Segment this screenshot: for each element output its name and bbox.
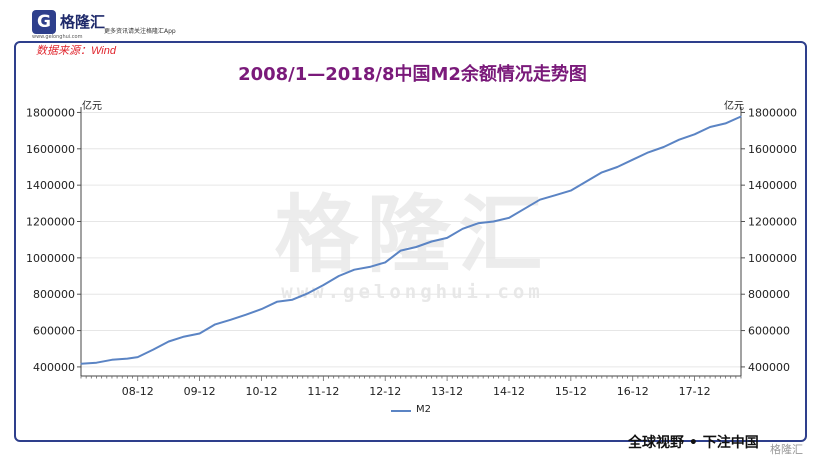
- data-point-m2: [724, 122, 727, 124]
- y-tick-label-left: 1400000: [26, 179, 75, 192]
- y-tick-label-right: 1000000: [748, 252, 797, 265]
- data-point-m2: [291, 299, 294, 301]
- x-tick-label: 13-12: [431, 385, 463, 398]
- y-tick-label-left: 400000: [33, 361, 75, 374]
- data-point-m2: [245, 314, 247, 316]
- data-point-m2: [709, 126, 711, 128]
- data-point-m2: [554, 194, 556, 196]
- y-tick-label-left: 600000: [33, 325, 75, 338]
- data-point-m2: [260, 308, 263, 310]
- data-point-m2: [168, 340, 170, 343]
- series-line-m2: [80, 115, 742, 365]
- y-tick-label-left: 1000000: [26, 252, 75, 265]
- data-point-m2: [663, 146, 665, 148]
- data-point-m2: [214, 323, 216, 325]
- chart-frame: [14, 41, 807, 442]
- data-point-m2: [601, 171, 603, 174]
- logo-name: 格隆汇: [60, 12, 106, 31]
- y-tick-label-right: 600000: [748, 325, 790, 338]
- data-point-m2: [369, 266, 371, 268]
- legend-label-m2: M2: [416, 404, 431, 415]
- data-point-m2: [353, 269, 355, 271]
- data-point-m2: [431, 240, 433, 243]
- watermark-url: www.gelonghui.com: [281, 281, 544, 303]
- data-point-m2: [307, 292, 309, 294]
- corner-watermark: 格隆汇: [770, 443, 803, 456]
- brand-logo: G 格隆汇: [32, 10, 105, 34]
- data-point-m2: [111, 359, 113, 361]
- data-point-m2: [461, 228, 464, 230]
- data-point-m2: [229, 319, 232, 321]
- y-tick-label-right: 1200000: [748, 216, 797, 229]
- y-tick-label-right: 1600000: [748, 143, 797, 156]
- data-point-m2: [126, 357, 129, 360]
- x-tick-label: 10-12: [245, 385, 277, 398]
- footer-slogan: 全球视野 • 下注中国: [628, 435, 759, 451]
- chart-axes: [77, 107, 745, 381]
- x-tick-label: 08-12: [122, 385, 154, 398]
- data-point-m2: [183, 335, 185, 338]
- y-axis-unit-left: 亿元: [82, 101, 102, 112]
- data-point-m2: [585, 180, 587, 183]
- logo-icon: G: [32, 10, 56, 34]
- data-point-m2: [539, 199, 541, 201]
- y-tick-label-left: 1200000: [26, 216, 75, 229]
- data-point-m2: [338, 275, 340, 277]
- logo-url: www.gelonghui.com: [32, 34, 83, 40]
- tick-labels: 400000 400000 600000 600000 800000 800000 1000…: [26, 106, 797, 398]
- y-tick-label-left: 1800000: [26, 106, 75, 119]
- chart-title: 2008/1—2018/8中国M2余额情况走势图: [238, 64, 587, 85]
- data-point-m2: [276, 301, 278, 303]
- data-point-m2: [570, 190, 572, 192]
- logo-tagline: 更多资讯请关注格隆汇App: [104, 28, 176, 35]
- data-point-m2: [477, 222, 479, 224]
- x-tick-label: 15-12: [555, 385, 587, 398]
- y-tick-label-left: 1600000: [26, 143, 75, 156]
- data-point-m2: [446, 237, 448, 239]
- data-point-m2: [492, 220, 495, 223]
- data-point-m2: [384, 261, 386, 264]
- watermark-text: 格隆汇: [274, 186, 551, 284]
- data-point-m2: [95, 362, 98, 364]
- x-tick-label: 09-12: [184, 385, 216, 398]
- y-tick-label-right: 1800000: [748, 106, 797, 119]
- data-point-m2: [508, 217, 510, 219]
- x-tick-label: 12-12: [369, 385, 401, 398]
- data-point-m2: [616, 166, 618, 168]
- y-tick-label-left: 800000: [33, 288, 75, 301]
- data-point-m2: [322, 284, 324, 286]
- data-point-m2: [400, 249, 402, 252]
- data-point-m2: [137, 356, 139, 358]
- x-tick-label: 17-12: [679, 385, 711, 398]
- data-point-m2: [632, 159, 634, 161]
- x-tick-label: 11-12: [307, 385, 339, 398]
- x-tick-label: 14-12: [493, 385, 525, 398]
- x-tick-label: 16-12: [617, 385, 649, 398]
- data-point-m2: [693, 133, 696, 135]
- data-point-m2: [740, 115, 742, 118]
- grid-lines: [81, 111, 741, 368]
- data-point-m2: [678, 139, 680, 141]
- data-point-m2: [647, 151, 649, 154]
- data-point-m2: [198, 332, 201, 335]
- data-point-m2: [523, 208, 526, 210]
- data-point-m2: [152, 349, 154, 351]
- y-axis-unit-right: 亿元: [724, 101, 744, 112]
- y-tick-label-right: 1400000: [748, 179, 797, 192]
- source-note: 数据来源：Wind: [36, 45, 116, 57]
- data-point-m2: [415, 246, 417, 248]
- series-layer: [80, 115, 742, 365]
- y-tick-label-right: 800000: [748, 288, 790, 301]
- y-tick-label-right: 400000: [748, 361, 790, 374]
- data-point-m2: [80, 363, 82, 365]
